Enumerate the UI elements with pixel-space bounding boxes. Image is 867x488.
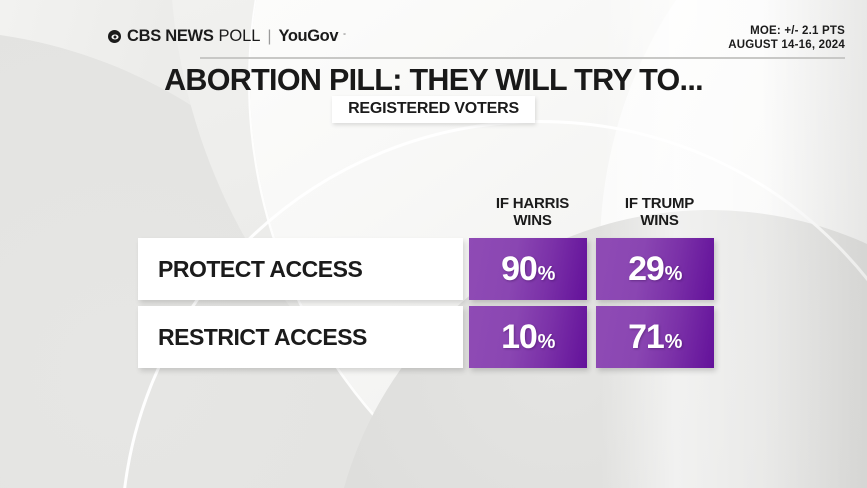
column-header-harris-line1: IF HARRIS: [495, 195, 570, 212]
percent-number: 90: [501, 250, 538, 288]
percent-value: 10 %: [501, 320, 555, 354]
column-header-trump-line2: WINS: [640, 211, 679, 229]
trademark-mark: °: [343, 33, 346, 40]
row-label-restrict-access: RESTRICT ACCESS: [138, 306, 463, 368]
percent-number: 29: [628, 250, 665, 288]
row-label-text: PROTECT ACCESS: [158, 255, 363, 282]
brand-yougov: YouGov: [278, 27, 339, 45]
percent-value: 71 %: [628, 320, 682, 354]
cbs-eye-icon: [108, 30, 121, 43]
brand-poll: POLL: [218, 27, 261, 45]
percent-symbol: %: [537, 263, 556, 285]
percent-number: 71: [628, 318, 665, 356]
value-cell-restrict-harris: 10 %: [469, 306, 587, 368]
percent-number: 10: [501, 318, 538, 356]
percent-symbol: %: [664, 263, 683, 285]
header: CBS NEWS POLL | YouGov ° MOE: +/- 2.1 PT…: [0, 0, 867, 59]
table-row: RESTRICT ACCESS 10 % 71 %: [138, 306, 730, 368]
column-header-trump-line1: IF TRUMP: [624, 195, 695, 212]
subtitle-container: REGISTERED VOTERS: [0, 96, 867, 123]
table-row: PROTECT ACCESS 90 % 29 %: [138, 238, 730, 300]
value-cell-protect-harris: 90 %: [469, 238, 587, 300]
field-dates: AUGUST 14-16, 2024: [728, 39, 845, 52]
value-cell-protect-trump: 29 %: [596, 238, 714, 300]
percent-value: 29 %: [628, 252, 682, 286]
page-title: ABORTION PILL: THEY WILL TRY TO...: [164, 63, 703, 97]
poll-metadata: MOE: +/- 2.1 PTS AUGUST 14-16, 2024: [728, 24, 845, 52]
brand-lockup: CBS NEWS POLL | YouGov °: [108, 27, 346, 46]
percent-value: 90 %: [501, 252, 555, 286]
value-cell-restrict-trump: 71 %: [596, 306, 714, 368]
column-header-harris: IF HARRIS WINS: [469, 195, 596, 230]
subtitle-badge: REGISTERED VOTERS: [332, 96, 535, 123]
brand-cbs-news: CBS NEWS: [127, 27, 214, 45]
column-headers: IF HARRIS WINS IF TRUMP WINS: [138, 190, 730, 238]
percent-symbol: %: [537, 331, 556, 353]
column-header-harris-line2: WINS: [513, 211, 552, 229]
header-divider: [200, 57, 845, 59]
row-label-text: RESTRICT ACCESS: [158, 323, 367, 350]
brand-separator: |: [267, 27, 272, 45]
row-label-protect-access: PROTECT ACCESS: [138, 238, 463, 300]
column-header-trump: IF TRUMP WINS: [596, 195, 723, 230]
margin-of-error: MOE: +/- 2.1 PTS: [750, 25, 845, 37]
percent-symbol: %: [664, 331, 683, 353]
results-table: IF HARRIS WINS IF TRUMP WINS PROTECT ACC…: [138, 190, 730, 374]
